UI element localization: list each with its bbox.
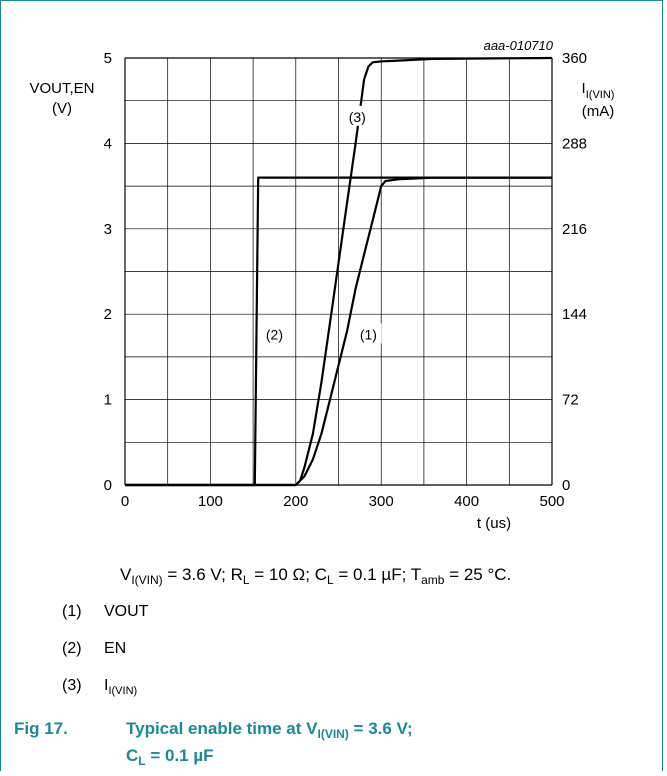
chart-grid xyxy=(124,57,553,486)
x-tick-label: 200 xyxy=(283,493,308,510)
y-right-tick-label: 72 xyxy=(562,392,579,409)
note-3: (3) II(VIN) xyxy=(62,677,138,697)
series-line-3 xyxy=(125,56,553,487)
note-1: (1) VOUT xyxy=(62,603,149,620)
y-right-tick-labels: 0 72 144 216 288 360 xyxy=(562,50,587,494)
annotation-bg xyxy=(261,323,288,344)
y-left-tick-label: 2 xyxy=(104,306,112,323)
y-right-tick-label: 144 xyxy=(562,306,587,323)
annotation-label: (3) xyxy=(349,109,366,125)
y-left-tick-label: 1 xyxy=(104,392,112,409)
y-left-tick-label: 0 xyxy=(104,477,112,494)
note-2: (2) EN xyxy=(62,640,127,657)
x-tick-label: 400 xyxy=(454,493,479,510)
series-line-1 xyxy=(125,176,552,487)
y-left-tick-label: 4 xyxy=(104,135,112,152)
y-right-axis-unit: (mA) xyxy=(582,103,615,120)
annotation-label: (2) xyxy=(266,327,283,343)
figure-conditions: VI(VIN) = 3.6 V; RL = 10 Ω; CL = 0.1 µF;… xyxy=(120,565,512,587)
y-left-tick-label: 5 xyxy=(104,50,112,67)
chart-series xyxy=(125,56,553,487)
x-tick-label: 500 xyxy=(539,493,564,510)
y-right-tick-label: 360 xyxy=(562,50,587,67)
chart-code: aaa-010710 xyxy=(484,38,554,53)
y-left-tick-label: 3 xyxy=(104,221,112,238)
y-right-tick-label: 0 xyxy=(562,477,570,494)
x-tick-label: 300 xyxy=(369,493,394,510)
y-right-tick-label: 288 xyxy=(562,135,587,152)
y-left-tick-labels: 0 1 2 3 4 5 xyxy=(104,50,112,494)
y-right-axis-name: II(VIN) xyxy=(582,80,615,101)
figure-title: Fig 17. Typical enable time at VI(VIN) = … xyxy=(14,719,413,768)
annotation-bg xyxy=(355,323,382,344)
y-left-axis-name: VOUT,EN xyxy=(29,80,94,97)
x-axis-label: t (us) xyxy=(477,515,511,532)
chart-annotations: (1) (2) (3) xyxy=(261,105,382,344)
annotation-label: (1) xyxy=(360,327,377,343)
x-tick-labels: 0 100 200 300 400 500 xyxy=(121,493,565,510)
y-right-tick-label: 216 xyxy=(562,221,587,238)
x-tick-label: 100 xyxy=(198,493,223,510)
y-left-axis-unit: (V) xyxy=(52,100,72,117)
annotation-bg xyxy=(344,105,371,126)
x-tick-label: 0 xyxy=(121,493,129,510)
